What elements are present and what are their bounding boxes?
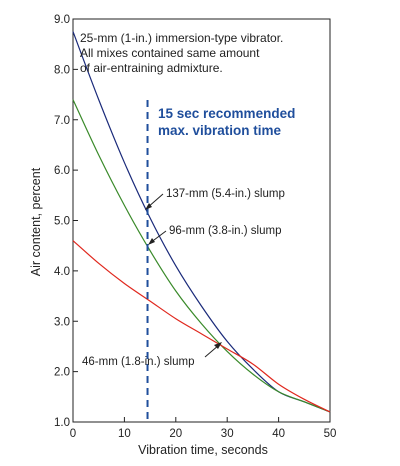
- series-label-137mm: 137-mm (5.4-in.) slump: [166, 188, 285, 200]
- note-line-2: All mixes contained same amount: [80, 46, 260, 60]
- series-line-96mm: [72, 99, 331, 413]
- y-tick-label: 3.0: [54, 316, 70, 328]
- y-tick-label: 7.0: [54, 115, 70, 127]
- series-line-46mm: [72, 240, 331, 413]
- y-tick-label: 8.0: [54, 64, 70, 76]
- arrow-46mm-head: [214, 342, 222, 349]
- note-line-3: of air-entraining admixture.: [80, 61, 223, 75]
- series-line-137mm: [72, 31, 331, 413]
- y-tick-label: 4.0: [54, 266, 70, 278]
- reference-line-label-2: max. vibration time: [158, 123, 282, 138]
- x-axis-title: Vibration time, seconds: [138, 443, 268, 457]
- y-tick-label: 1.0: [54, 417, 70, 429]
- x-tick-label: 20: [169, 428, 182, 440]
- x-tick-label: 50: [324, 428, 337, 440]
- x-tick-label: 10: [118, 428, 131, 440]
- axes: 1.0 2.0 3.0 4.0 5.0 6.0 7.0 8.0 9.0 0 10 20 30 40 50: [54, 14, 336, 440]
- note-line-1: 25-mm (1-in.) immersion-type vibrator.: [80, 31, 283, 45]
- arrow-96mm-head: [148, 238, 155, 245]
- y-tick-label: 2.0: [54, 367, 70, 379]
- x-tick-label: 30: [221, 428, 234, 440]
- series-layer: [72, 31, 331, 413]
- y-tick-label: 6.0: [54, 165, 70, 177]
- y-tick-label: 5.0: [54, 216, 70, 228]
- reference-line-label-1: 15 sec recommended: [158, 106, 295, 121]
- arrow-137mm-head: [145, 203, 152, 210]
- series-label-96mm: 96-mm (3.8-in.) slump: [169, 225, 281, 237]
- series-label-46mm: 46-mm (1.8-in.) slump: [82, 356, 194, 368]
- x-tick-label: 40: [272, 428, 285, 440]
- y-axis-title: Air content, percent: [29, 167, 43, 276]
- x-tick-label: 0: [70, 428, 76, 440]
- y-tick-label: 9.0: [54, 14, 70, 26]
